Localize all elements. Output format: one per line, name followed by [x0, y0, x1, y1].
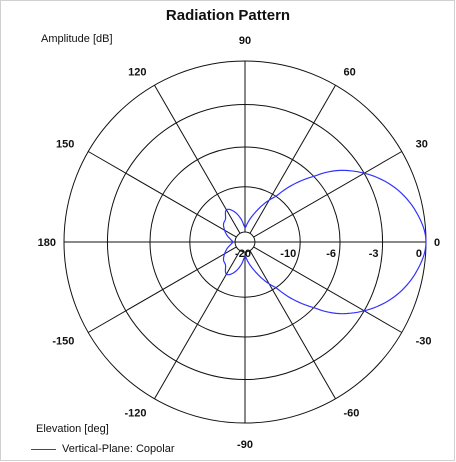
polar-grid [63, 60, 427, 424]
angular-tick-label: 0 [434, 237, 440, 249]
radial-tick-label: 0 [416, 248, 422, 260]
grid-spoke [253, 246, 403, 333]
grid-spoke [154, 250, 241, 400]
angular-tick-label: 120 [128, 66, 146, 78]
radial-tick-label: -20 [235, 248, 251, 260]
radial-tick-label: -3 [369, 248, 379, 260]
grid-spoke [154, 84, 241, 234]
grid-spoke [253, 151, 403, 238]
radial-tick-label: -10 [280, 248, 296, 260]
legend-label: Vertical-Plane: Copolar [62, 443, 175, 455]
angular-tick-label: -120 [124, 408, 146, 420]
series-line [222, 169, 427, 315]
angular-tick-label: 150 [56, 139, 74, 151]
angular-axis-label: Elevation [deg] [36, 423, 109, 435]
angular-tick-label: 30 [416, 139, 428, 151]
angular-tick-label: 60 [344, 66, 356, 78]
legend-swatch [31, 448, 56, 450]
angular-tick-label: -90 [237, 439, 253, 451]
grid-spoke [249, 250, 336, 400]
chart-title: Radiation Pattern [165, 7, 291, 24]
series-layer [222, 169, 427, 315]
angular-tick-label: -150 [52, 336, 74, 348]
grid-spoke [249, 84, 336, 234]
angular-tick-label: -60 [344, 408, 360, 420]
angular-tick-label: 90 [239, 35, 251, 47]
angular-tick-label: 180 [38, 237, 56, 249]
grid-spoke [87, 151, 237, 238]
radial-axis-label: Amplitude [dB] [41, 33, 113, 45]
angular-tick-label: -30 [416, 336, 432, 348]
radial-tick-label: -6 [326, 248, 336, 260]
grid-spoke [87, 246, 237, 333]
legend: Vertical-Plane: Copolar [31, 443, 175, 455]
